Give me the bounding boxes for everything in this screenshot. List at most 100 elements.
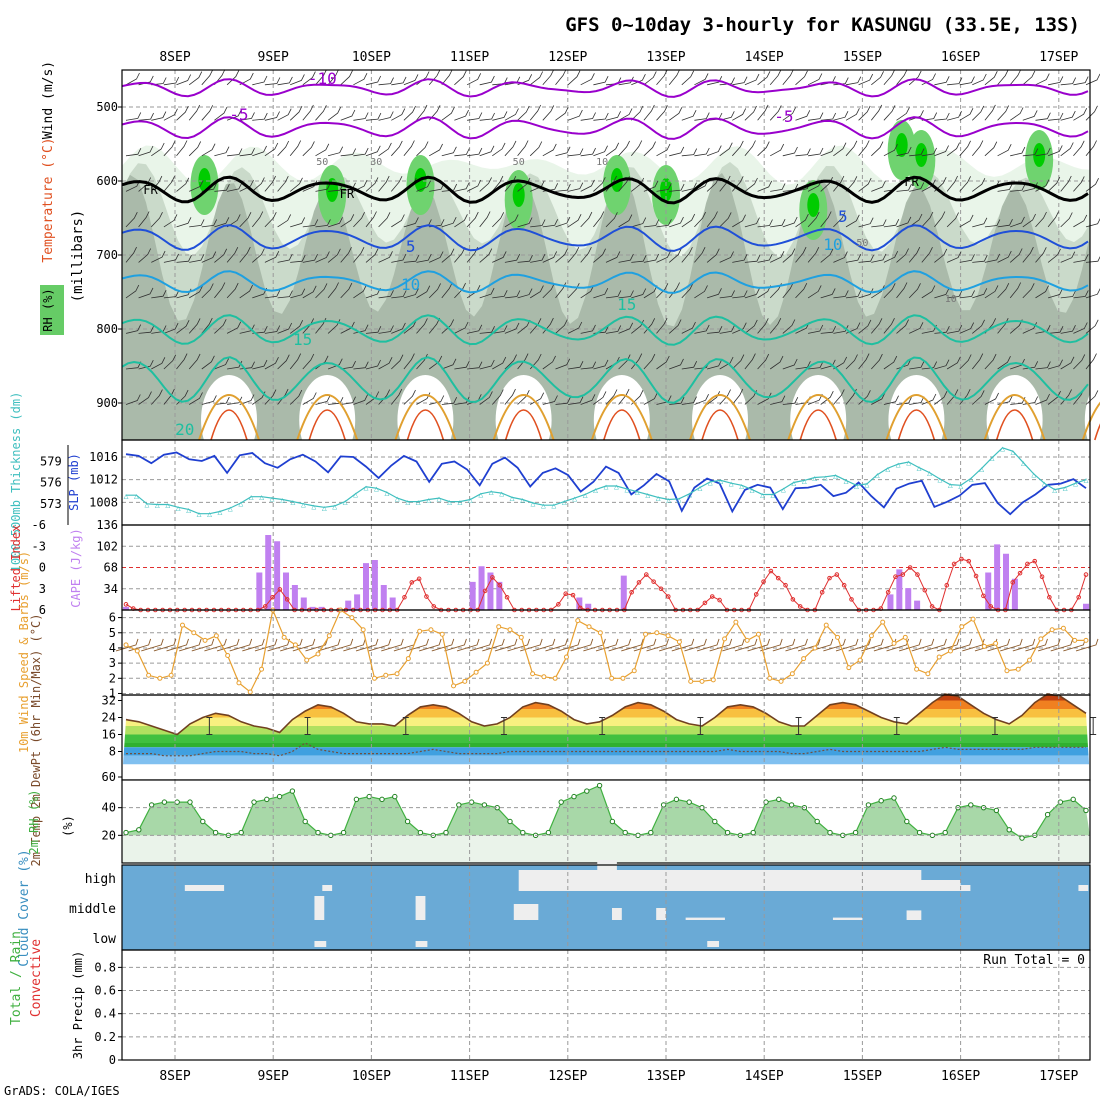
rh-clear-pocket [692,375,749,465]
precip-total-label: Total / Rain [9,931,24,1025]
wind-barb [226,282,239,299]
lifted-index-marker [944,582,950,588]
wind-barb [214,358,229,370]
rh2m-marker [315,829,321,836]
temp-minmax-bar [402,717,409,735]
rh2m-marker [724,829,731,836]
wind-barb-10m [709,638,733,652]
rh2m-marker [443,829,449,836]
rh2m-marker [174,799,180,805]
wind-barb [290,217,306,228]
wind-barb [151,111,167,121]
temp2m-line [125,693,1087,736]
wind-barb [188,141,202,157]
rh2m-marker [993,807,1000,814]
rh2m-marker [161,799,168,805]
wind-barb [365,326,382,334]
wind-barb [871,141,884,157]
wind-barb [517,288,533,299]
wind-barb-10m [494,638,518,652]
wind-speed-marker [371,675,377,681]
wind-speed-marker [891,640,897,646]
wind-barb [441,69,453,86]
wind-speed-marker [880,619,886,625]
temp-band [122,694,1090,701]
wind-barb [681,70,695,86]
wind-barb [416,180,431,192]
wind-barb [201,283,214,299]
wind-barb [593,211,605,228]
wind-barb [529,141,543,157]
temp-contour-30 [504,409,543,441]
wind-barb [125,112,142,121]
lifted-index-marker [665,594,671,599]
temp-contour-30 [701,409,739,441]
wind-barb [580,112,596,121]
lifted-index-marker [819,589,825,595]
rh-legend-swatch [40,285,64,335]
wind-barb [1022,246,1034,263]
wind-barb [984,71,998,86]
wind-barb [390,176,403,192]
bottom-date-axis: 8SEP 9SEP 10SEP 11SEP 12SEP 13SEP 14SEP 15SEP 16… [159,1069,1078,1084]
wind-barb [833,290,849,299]
wind-barb [176,177,190,192]
thickness-marker: △ [854,481,859,490]
wind-barb [833,175,845,192]
wind-speed-marker [1060,625,1066,631]
wind-barb [327,69,339,86]
wind-barb-10m [595,638,619,652]
wind-barb [239,179,254,192]
wind-barb [403,353,415,370]
wind-barb [631,217,647,228]
wind-speed-marker [484,660,490,666]
wind-barb [757,104,769,121]
thickness-marker: △ [656,493,661,502]
temp-minmax-bar [697,717,704,735]
wind-barb [302,141,315,157]
wind-speed-marker [676,639,682,645]
wind-barb [479,326,495,334]
date-label-top: 8SEP [159,50,190,65]
wind-barb [277,354,290,370]
wind-barb [441,358,457,370]
wind-barb [757,318,769,334]
precip-tick-label: 0.2 [94,1030,116,1044]
wind-barb-10m [899,638,922,652]
thickness-marker: △ [364,483,369,492]
wind-barb [593,248,606,263]
wind-barb [568,148,584,157]
rh-contour-label: 50 [856,238,868,249]
rh2m-area [122,785,1090,839]
cape-bar [620,575,627,610]
wind-barb [858,140,870,157]
cape-tick-label: 102 [96,539,118,553]
wind-speed-marker [292,642,298,648]
wind-barb [782,319,796,334]
temp-minmax-bar [599,717,606,735]
wind-barb [201,355,215,370]
rh-clear-pocket [790,375,847,465]
temp-contour-label: 20 [175,420,194,439]
wind-barb [870,104,883,121]
wind-speed-marker [507,627,513,633]
wind-barb [504,214,519,228]
wind-speed-marker [970,616,976,622]
wind-barb [681,213,696,228]
wind-barb-10m [191,638,215,652]
wind-barb [378,142,392,157]
wind-barb [643,318,656,334]
wind-barb [719,290,735,299]
wind-barb [858,353,870,370]
wind-barb-10m [987,638,1011,652]
temp-tick-label: 8 [109,745,116,759]
wind-barb [959,140,971,157]
temp-contour-label: 10 [823,235,842,254]
wind-barb [984,392,999,405]
wind-barb [467,324,483,334]
mid-cloud-bar [415,896,426,920]
wind-barb [138,211,150,228]
wind-barb [669,358,684,370]
wind-barb [1073,254,1089,263]
thickness-marker: △ [217,508,222,517]
